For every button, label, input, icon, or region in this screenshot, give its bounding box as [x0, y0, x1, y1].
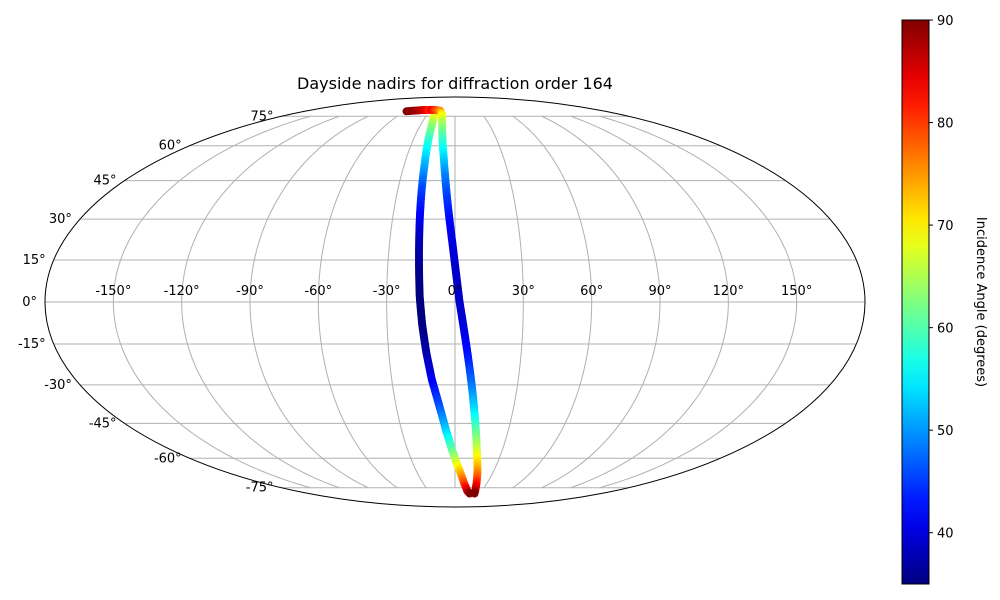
- latitude-tick-label: -15°: [18, 337, 46, 352]
- meridian-line: [570, 115, 729, 489]
- latitude-tick-label: 60°: [159, 139, 182, 154]
- longitude-tick-label: -150°: [95, 284, 131, 299]
- colorbar-tick-label: 40: [937, 527, 954, 542]
- longitude-tick-labels: -150° -120° -90° -60° -30° 0° 30° 60° 90° 120° 150…: [95, 284, 812, 299]
- longitude-tick-label: 90°: [648, 284, 671, 299]
- longitude-tick-label: 60°: [580, 284, 603, 299]
- chart-title: Dayside nadirs for diffraction order 164: [297, 74, 613, 93]
- map-outline: [44, 96, 866, 508]
- colorbar-gradient: [901, 19, 930, 585]
- colorbar: 40 50 60 70 80 90 Incidence Angle (degrees): [901, 14, 988, 585]
- colorbar-ticks: 40 50 60 70 80 90: [929, 14, 954, 542]
- graticule: [45, 115, 865, 489]
- latitude-tick-label: 30°: [49, 212, 72, 227]
- meridian-line: [599, 115, 798, 489]
- longitude-tick-label: 30°: [512, 284, 535, 299]
- longitude-tick-label: -120°: [164, 284, 200, 299]
- longitude-tick-label: 120°: [713, 284, 744, 299]
- latitude-tick-label: -75°: [246, 481, 274, 496]
- colorbar-tick-label: 50: [937, 424, 954, 439]
- latitude-tick-label: 0°: [22, 295, 37, 310]
- meridian-line: [181, 115, 340, 489]
- longitude-tick-label: 0°: [448, 284, 463, 299]
- latitude-tick-label: -30°: [44, 378, 72, 393]
- latitude-tick-labels: 75° 60° 45° 30° 15° 0° -15° -30° -45° -60° -75°: [18, 109, 274, 495]
- latitude-tick-label: 75°: [250, 109, 273, 124]
- meridian-line: [483, 115, 524, 489]
- meridian-line: [386, 115, 427, 489]
- latitude-tick-label: -45°: [89, 416, 117, 431]
- meridian-line: [112, 115, 311, 489]
- meridian-line: [317, 115, 398, 489]
- meridian-line: [512, 115, 593, 489]
- meridian-line: [249, 115, 369, 489]
- colorbar-label: Incidence Angle (degrees): [973, 217, 988, 387]
- longitude-tick-label: -30°: [373, 284, 401, 299]
- colorbar-tick-label: 70: [937, 219, 954, 234]
- data-points: [402, 105, 482, 498]
- colorbar-tick-label: 90: [937, 14, 954, 29]
- colorbar-tick-label: 80: [937, 117, 954, 132]
- longitude-tick-label: -90°: [236, 284, 264, 299]
- data-point: [470, 489, 479, 498]
- longitude-tick-label: 150°: [781, 284, 812, 299]
- latitude-tick-label: 15°: [23, 253, 46, 268]
- latitude-tick-label: -60°: [154, 451, 182, 466]
- colorbar-tick-label: 60: [937, 322, 954, 337]
- latitude-tick-label: 45°: [94, 174, 117, 189]
- meridian-line: [541, 115, 661, 489]
- longitude-tick-label: -60°: [304, 284, 332, 299]
